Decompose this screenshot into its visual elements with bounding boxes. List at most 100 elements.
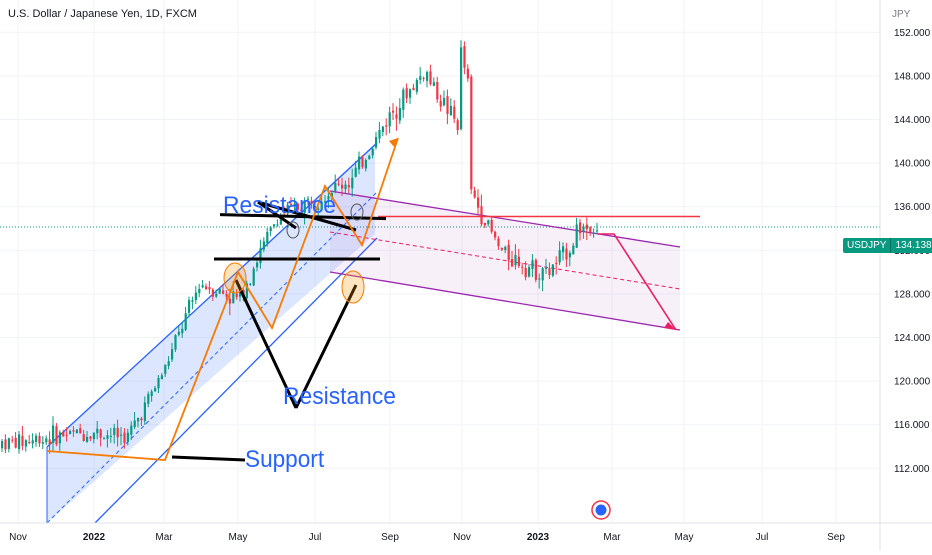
candle-body bbox=[429, 71, 432, 85]
candle-body bbox=[449, 105, 452, 116]
candle-body bbox=[555, 262, 558, 264]
candle-body bbox=[592, 232, 595, 234]
candle-body bbox=[41, 442, 44, 444]
candle-body bbox=[327, 196, 330, 200]
candle-body bbox=[494, 231, 497, 238]
candle-body bbox=[579, 222, 582, 234]
candle-body bbox=[534, 259, 537, 280]
candle-body bbox=[86, 437, 89, 442]
highlight-ellipse-small bbox=[286, 221, 300, 239]
candle-body bbox=[38, 436, 41, 444]
resistance-high-line bbox=[219, 213, 387, 221]
candle-body bbox=[225, 293, 228, 297]
candle-body bbox=[466, 68, 469, 79]
candle-body bbox=[477, 197, 480, 208]
x-tick-label: Mar bbox=[155, 532, 173, 543]
candle-body bbox=[252, 268, 255, 286]
candle-body bbox=[35, 435, 38, 442]
candle-body bbox=[558, 250, 561, 263]
candle-body bbox=[28, 442, 31, 444]
candle-body bbox=[48, 439, 51, 445]
candle-body bbox=[4, 439, 7, 450]
candle-body bbox=[171, 349, 174, 360]
candle-body bbox=[528, 267, 531, 277]
candle-body bbox=[256, 262, 259, 268]
candle-body bbox=[143, 402, 146, 422]
candle-body bbox=[7, 438, 10, 449]
candle-body bbox=[582, 226, 585, 232]
candle-body bbox=[310, 200, 313, 204]
candle-body bbox=[565, 248, 568, 260]
annotation-label: Resistance bbox=[283, 383, 396, 410]
x-tick-label: 2022 bbox=[83, 532, 106, 543]
y-tick-label: 116.000 bbox=[894, 420, 930, 431]
candle-body bbox=[126, 432, 129, 443]
candle-body bbox=[279, 215, 282, 225]
candle-body bbox=[351, 177, 354, 189]
candle-body bbox=[354, 167, 357, 177]
candle-body bbox=[344, 184, 347, 190]
falling-channel-lower bbox=[329, 271, 681, 331]
candle-body bbox=[324, 201, 327, 203]
candle-body bbox=[150, 391, 153, 396]
candle-body bbox=[551, 264, 554, 276]
resistance-pointer-b bbox=[257, 200, 357, 232]
event-marker-inner-icon bbox=[595, 504, 607, 516]
candle-body bbox=[378, 129, 381, 139]
candle-body bbox=[157, 377, 160, 389]
candle-body bbox=[483, 222, 486, 226]
resistance-pointer-c bbox=[234, 279, 298, 409]
annotation-label: Support bbox=[245, 446, 324, 473]
candle-body bbox=[409, 89, 412, 98]
candle-body bbox=[511, 259, 514, 267]
candle-body bbox=[113, 427, 116, 436]
y-tick-label: 152.000 bbox=[894, 28, 931, 39]
candle-body bbox=[215, 293, 218, 297]
candle-body bbox=[541, 268, 544, 281]
x-tick-label: Jul bbox=[309, 532, 322, 543]
candle-body bbox=[568, 252, 571, 258]
candle-body bbox=[456, 120, 459, 131]
candle-body bbox=[211, 289, 214, 297]
candle-body bbox=[140, 418, 143, 421]
candle-body bbox=[218, 288, 221, 294]
candle-body bbox=[585, 224, 588, 230]
candle-body bbox=[548, 268, 551, 276]
projection-path bbox=[598, 233, 677, 331]
candle-body bbox=[415, 80, 418, 92]
candle-body bbox=[368, 155, 371, 160]
candle-body bbox=[337, 183, 340, 185]
candle-body bbox=[402, 89, 405, 110]
candle-body bbox=[303, 200, 306, 213]
candle-body bbox=[228, 298, 231, 304]
candle-body bbox=[398, 108, 401, 121]
candle-body bbox=[205, 286, 208, 290]
candle-body bbox=[385, 125, 388, 127]
candle-body bbox=[133, 420, 136, 428]
candle-body bbox=[55, 426, 58, 445]
candle-body bbox=[137, 417, 140, 422]
candle-body bbox=[358, 156, 361, 170]
candle-body bbox=[266, 231, 269, 244]
candle-body bbox=[446, 96, 449, 114]
candle-body bbox=[154, 388, 157, 392]
x-tick-label: Mar bbox=[603, 532, 621, 543]
candle-body bbox=[235, 293, 238, 298]
support-pointer-line bbox=[171, 455, 246, 462]
annotation-label: Resistance bbox=[223, 192, 336, 219]
y-tick-label: 148.000 bbox=[894, 71, 931, 82]
candle-body bbox=[307, 198, 310, 200]
grid bbox=[0, 0, 880, 523]
candle-body bbox=[562, 246, 565, 253]
candle-body bbox=[194, 292, 197, 301]
candle-body bbox=[120, 434, 123, 436]
candle-body bbox=[395, 114, 398, 119]
candle-body bbox=[497, 238, 500, 247]
candle-body bbox=[21, 435, 24, 446]
candle-body bbox=[116, 427, 119, 438]
candle-body bbox=[439, 100, 442, 107]
candle-body bbox=[79, 428, 82, 434]
candle-body bbox=[69, 431, 72, 435]
